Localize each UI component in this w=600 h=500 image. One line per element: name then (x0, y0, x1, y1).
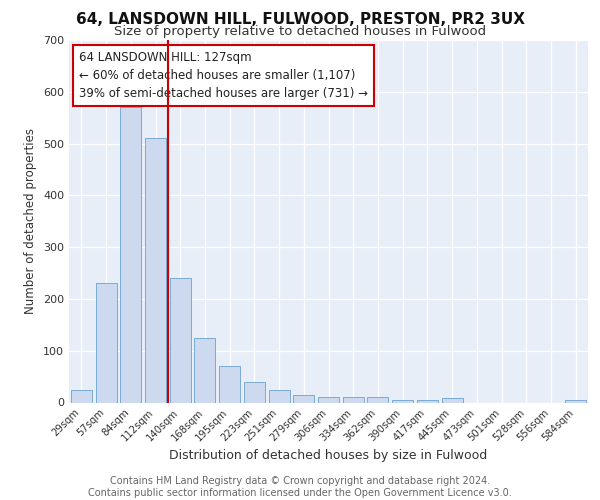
Text: 64 LANSDOWN HILL: 127sqm
← 60% of detached houses are smaller (1,107)
39% of sem: 64 LANSDOWN HILL: 127sqm ← 60% of detach… (79, 51, 368, 100)
Bar (565, 400, 586, 402)
Bar (71, 390, 92, 402)
Bar (120, 108, 141, 403)
Bar (194, 338, 215, 402)
Text: 64, LANSDOWN HILL, FULWOOD, PRESTON, PR2 3UX: 64, LANSDOWN HILL, FULWOOD, PRESTON, PR2… (76, 12, 524, 28)
Bar (269, 390, 290, 402)
Bar (95, 284, 116, 403)
Bar (244, 382, 265, 402)
Bar (417, 400, 438, 402)
Y-axis label: Number of detached properties: Number of detached properties (25, 128, 37, 314)
Bar (170, 278, 191, 402)
Bar (343, 398, 364, 402)
Text: Contains HM Land Registry data © Crown copyright and database right 2024.
Contai: Contains HM Land Registry data © Crown c… (88, 476, 512, 498)
Bar (367, 398, 388, 402)
Bar (145, 138, 166, 402)
Text: Size of property relative to detached houses in Fulwood: Size of property relative to detached ho… (114, 25, 486, 38)
Bar (318, 398, 339, 402)
Bar (442, 398, 463, 402)
Bar (219, 366, 240, 403)
X-axis label: Distribution of detached houses by size in Fulwood: Distribution of detached houses by size … (169, 448, 488, 462)
Bar (293, 394, 314, 402)
Bar (392, 400, 413, 402)
